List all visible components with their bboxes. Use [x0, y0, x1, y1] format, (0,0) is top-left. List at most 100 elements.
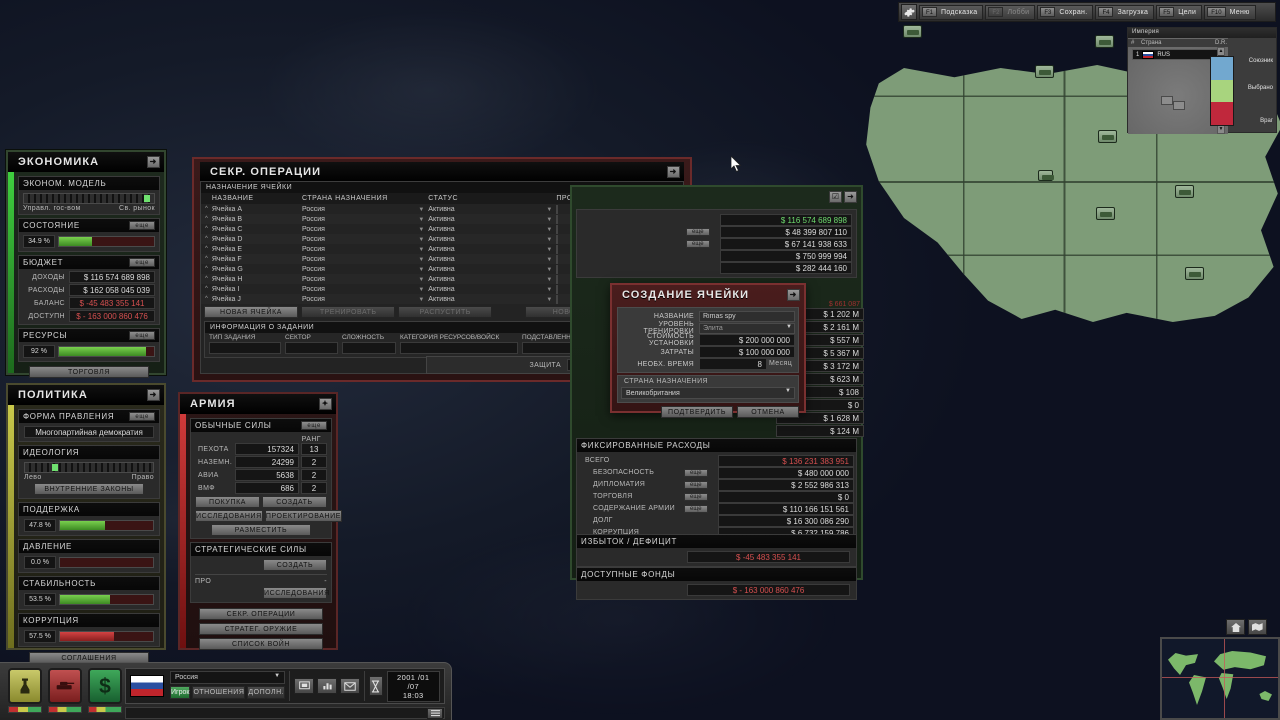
chevron-down-icon[interactable]: ▼	[546, 206, 553, 213]
row-expand-icon[interactable]: ^	[205, 246, 208, 252]
chevron-down-icon[interactable]: ▼	[418, 296, 425, 303]
cell-country[interactable]: Россия ▼	[302, 215, 425, 223]
cell-country[interactable]: Россия ▼	[302, 245, 425, 253]
hourglass-icon[interactable]	[369, 676, 383, 696]
chevron-down-icon[interactable]: ▼	[418, 246, 425, 253]
table-row[interactable]: ^ Ячейка I Россия ▼ Активна ▼	[201, 284, 683, 294]
strategic-weapons-button[interactable]: СТРАТЕГ. ОРУЖИЕ	[199, 623, 323, 635]
map-unit-marker[interactable]	[1096, 207, 1115, 220]
world-minimap[interactable]	[1160, 637, 1280, 720]
map-unit-marker[interactable]	[1035, 65, 1054, 78]
design-button[interactable]: ПРОЕКТИРОВАНИЕ	[264, 510, 343, 522]
confirm-button[interactable]: ПОДТВЕРДИТЬ	[661, 406, 733, 418]
secret-ops-button[interactable]: СЕКР. ОПЕРАЦИИ	[199, 608, 323, 620]
research-button[interactable]: ИССЛЕДОВАНИЯ	[195, 510, 263, 522]
chevron-down-icon[interactable]: ▼	[546, 236, 553, 243]
toolbar-item-f10[interactable]: F10 Меню	[1204, 4, 1256, 20]
map-unit-marker[interactable]	[1185, 267, 1204, 280]
chevron-down-icon[interactable]: ▼	[546, 266, 553, 273]
abm-research-button[interactable]: ИССЛЕДОВАНИЯ	[263, 587, 329, 599]
empire-panel[interactable]: Империя # Страна D.R. 1 RUS ▲ ▼ Союзник …	[1127, 27, 1277, 134]
minimap-controls[interactable]	[1226, 619, 1267, 635]
cell-country[interactable]: Россия ▼	[302, 225, 425, 233]
relations-button[interactable]: ОТНОШЕНИЯ	[192, 686, 246, 699]
map-unit-marker[interactable]	[1175, 185, 1194, 198]
cell-status[interactable]: Активна ▼	[428, 275, 553, 283]
row-expand-icon[interactable]: ^	[205, 216, 208, 222]
sector-value[interactable]	[285, 342, 338, 354]
training-level-select[interactable]: Элита	[699, 322, 795, 334]
more-button[interactable]: еще	[301, 421, 327, 430]
mail-icon[interactable]	[340, 678, 361, 694]
more-button[interactable]: еще	[129, 258, 155, 267]
map-icon[interactable]	[1248, 619, 1267, 635]
map-unit-marker[interactable]	[903, 25, 922, 38]
home-icon[interactable]	[1226, 619, 1245, 635]
cell-country[interactable]: Россия ▼	[302, 285, 425, 293]
more-button[interactable]: еще	[684, 493, 708, 501]
cancel-button[interactable]: ОТМЕНА	[737, 406, 799, 418]
toolbar-item-f1[interactable]: F1 Подсказка	[919, 4, 984, 20]
checkbox-icon[interactable]: ☑	[829, 191, 842, 203]
cell-status[interactable]: Активна ▼	[428, 245, 553, 253]
row-expand-icon[interactable]: ^	[205, 286, 208, 292]
cell-status[interactable]: Активна ▼	[428, 265, 553, 273]
map-unit-marker[interactable]	[1095, 35, 1114, 48]
economic-model-slider[interactable]	[23, 193, 155, 204]
chart-icon[interactable]	[317, 678, 338, 694]
row-expand-icon[interactable]: ^	[205, 296, 208, 302]
row-expand-icon[interactable]: ^	[205, 206, 208, 212]
deploy-button[interactable]: РАЗМЕСТИТЬ	[211, 524, 311, 536]
more-button[interactable]: еще	[129, 221, 155, 230]
collapse-icon[interactable]: ➜	[147, 156, 160, 168]
collapse-icon[interactable]: ➜	[667, 166, 680, 178]
mission-type-value[interactable]	[209, 342, 281, 354]
internal-laws-button[interactable]: ВНУТРЕННИЕ ЗАКОНЫ	[34, 483, 144, 495]
new-cell-button[interactable]: НОВАЯ ЯЧЕЙКА	[204, 306, 299, 318]
politics-panel[interactable]: ПОЛИТИКА ➜ ФОРМА ПРАВЛЕНИЯ еще Многопарт…	[6, 383, 166, 664]
scroll-up-icon[interactable]: ▲	[1218, 48, 1224, 55]
gear-icon[interactable]	[901, 4, 917, 20]
table-row[interactable]: ^ Ячейка J Россия ▼ Активна ▼	[201, 294, 683, 304]
toolbar-item-f2[interactable]: F2 Лобби	[985, 4, 1036, 20]
target-country-select[interactable]: Великобритания	[621, 387, 795, 399]
top-toolbar[interactable]: F1 Подсказка F2 Лобби F3 Сохран. F4 Загр…	[898, 2, 1276, 22]
more-button[interactable]: еще	[684, 505, 708, 513]
collapse-icon[interactable]: ➜	[787, 289, 800, 301]
bottom-status-bar[interactable]: $ Россия ▼ Игрок ОТНОШЕНИЯ ДОПОЛН.	[0, 662, 452, 720]
chevron-down-icon[interactable]: ▼	[418, 276, 425, 283]
chevron-down-icon[interactable]: ▼	[546, 226, 553, 233]
cell-name-input[interactable]	[699, 310, 795, 322]
create-unit-button[interactable]: СОЗДАТЬ	[262, 496, 327, 508]
more-button[interactable]: еще	[684, 469, 708, 477]
strategic-create-button[interactable]: СОЗДАТЬ	[263, 559, 327, 571]
cell-country[interactable]: Россия ▼	[302, 255, 425, 263]
cell-country[interactable]: Россия ▼	[302, 205, 425, 213]
collapse-icon[interactable]: ✦	[319, 398, 332, 410]
empire-row-rus[interactable]: 1 RUS	[1132, 49, 1220, 60]
cell-status[interactable]: Активна ▼	[428, 285, 553, 293]
military-quick-button[interactable]	[48, 668, 82, 704]
chevron-down-icon[interactable]: ▼	[418, 266, 425, 273]
chevron-down-icon[interactable]: ▼	[785, 388, 791, 394]
create-cell-dialog[interactable]: СОЗДАНИЕ ЯЧЕЙКИ ➜ НАЗВАНИЕ УРОВЕНЬ ТРЕНИ…	[610, 283, 806, 418]
chevron-down-icon[interactable]: ▼	[418, 206, 425, 213]
scroll-down-icon[interactable]: ▼	[1218, 126, 1224, 133]
war-list-button[interactable]: СПИСОК ВОЙН	[199, 638, 323, 650]
chevron-down-icon[interactable]: ▼	[546, 276, 553, 283]
cell-status[interactable]: Активна ▼	[428, 205, 553, 213]
row-expand-icon[interactable]: ^	[205, 226, 208, 232]
chevron-down-icon[interactable]: ▼	[418, 216, 425, 223]
map-unit-marker[interactable]	[1098, 130, 1117, 143]
row-expand-icon[interactable]: ^	[205, 236, 208, 242]
more-button[interactable]: еще	[129, 412, 155, 421]
toolbar-item-f5[interactable]: F5 Цели	[1156, 4, 1203, 20]
chevron-down-icon[interactable]: ▼	[418, 286, 425, 293]
politics-quick-button[interactable]	[8, 668, 42, 704]
more-button[interactable]: еще	[129, 331, 155, 340]
economy-quick-button[interactable]: $	[88, 668, 122, 704]
chevron-down-icon[interactable]: ▼	[546, 296, 553, 303]
row-expand-icon[interactable]: ^	[205, 256, 208, 262]
cell-status[interactable]: Активна ▼	[428, 215, 553, 223]
list-icon[interactable]	[427, 708, 443, 719]
